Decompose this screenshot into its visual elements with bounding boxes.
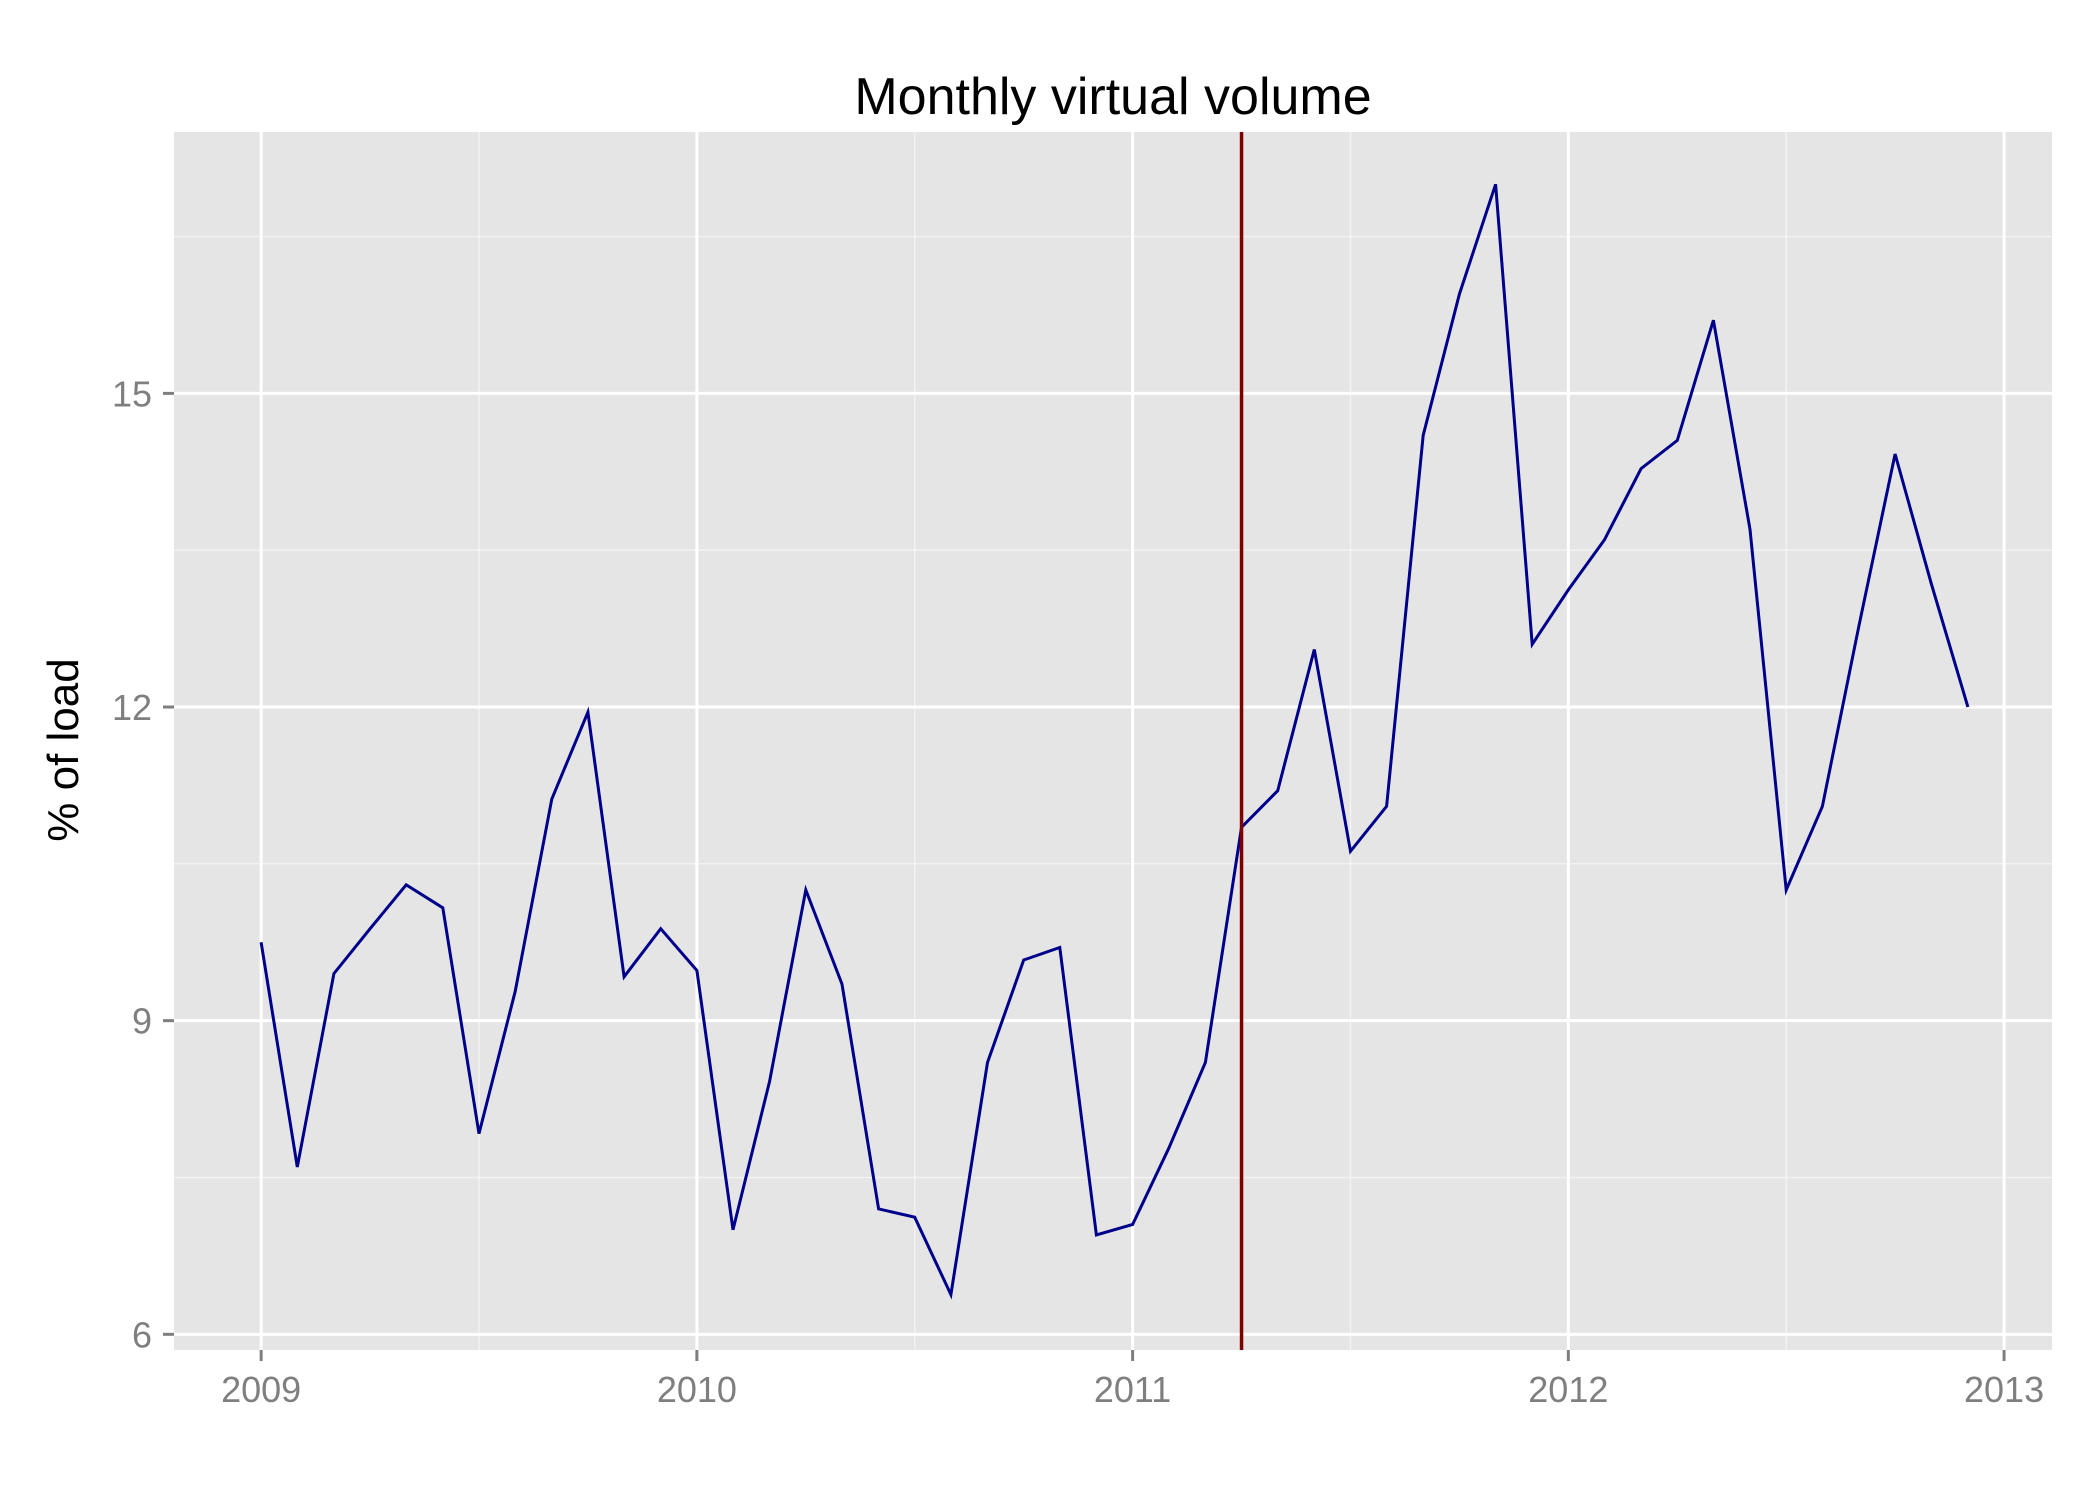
y-tick-label: 12 — [112, 687, 152, 728]
axes: 2009 2010 2011 2012 2013 6 9 12 15 — [112, 373, 2044, 1410]
chart-title: Monthly virtual volume — [854, 68, 1371, 126]
x-tick-label: 2009 — [221, 1369, 301, 1410]
y-tick-label: 15 — [112, 373, 152, 414]
series-line — [259, 183, 1970, 1300]
x-tick-label: 2012 — [1528, 1369, 1608, 1410]
y-tick-label: 6 — [132, 1314, 152, 1355]
x-tick-label: 2010 — [657, 1369, 737, 1410]
grid-lines — [174, 132, 2052, 1350]
x-tick-label: 2011 — [1094, 1369, 1171, 1410]
x-tick-label: 2013 — [1964, 1369, 2044, 1410]
plot-panel — [174, 132, 2052, 1350]
series-marks — [259, 132, 1970, 1350]
y-axis-label: % of load — [39, 658, 88, 841]
y-tick-label: 9 — [132, 1001, 152, 1042]
